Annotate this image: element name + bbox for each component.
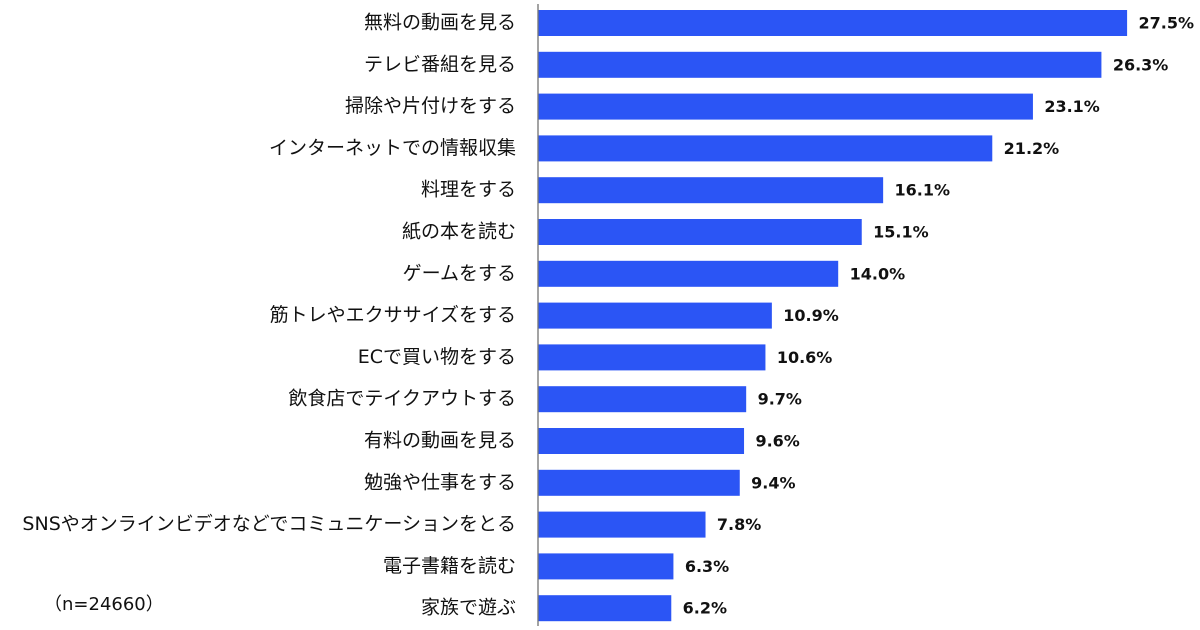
bar — [538, 553, 674, 580]
value-labels: 27.5% 26.3% 23.1% 21.2% 16.1% 15.1% 14.0% 10.9%… — [683, 14, 1194, 618]
bar — [538, 511, 706, 538]
category-label: インターネットでの情報収集 — [269, 137, 516, 159]
value-label: 7.8% — [717, 515, 761, 534]
value-label: 16.1% — [895, 181, 951, 200]
bar — [538, 386, 747, 413]
bar — [538, 595, 672, 622]
value-label: 26.3% — [1113, 55, 1169, 74]
value-label: 6.2% — [683, 599, 727, 618]
sample-size-note: （n=24660） — [44, 594, 164, 615]
category-label: 無料の動画を見る — [364, 12, 516, 34]
bar — [538, 93, 1033, 120]
bar — [538, 219, 862, 245]
bar — [538, 51, 1102, 78]
category-label: 家族で遊ぶ — [421, 597, 516, 619]
category-label: ECで買い物をする — [358, 346, 516, 368]
value-label: 9.4% — [751, 473, 795, 492]
value-label: 10.6% — [777, 348, 833, 367]
category-label: 飲食店でテイクアウトする — [288, 388, 516, 410]
value-label: 21.2% — [1004, 139, 1060, 158]
category-label: SNSやオンラインビデオなどでコミュニケーションをとる — [22, 513, 516, 535]
category-label: 紙の本を読む — [402, 221, 516, 243]
category-label: 勉強や仕事をする — [364, 471, 516, 493]
category-label: 掃除や片付けをする — [345, 95, 516, 117]
category-label: テレビ番組を見る — [364, 53, 516, 75]
value-label: 23.1% — [1044, 97, 1100, 116]
bar — [538, 344, 766, 371]
bar — [538, 469, 740, 496]
category-label: 料理をする — [421, 179, 516, 201]
category-label: 電子書籍を読む — [383, 555, 516, 577]
bar — [538, 428, 745, 454]
value-label: 9.6% — [755, 432, 799, 451]
bar — [538, 260, 839, 287]
bar — [538, 177, 884, 204]
category-labels: 無料の動画を見るテレビ番組を見る掃除や片付けをするインターネットでの情報収集料理… — [22, 12, 516, 619]
value-label: 27.5% — [1139, 14, 1195, 33]
bar — [538, 135, 993, 162]
value-label: 14.0% — [850, 264, 906, 283]
category-label: 有料の動画を見る — [364, 430, 516, 452]
category-label: 筋トレやエクササイズをする — [270, 304, 516, 326]
bar — [538, 10, 1128, 36]
value-label: 10.9% — [783, 306, 839, 325]
category-label: ゲームをする — [403, 262, 516, 284]
value-label: 9.7% — [758, 390, 802, 409]
value-label: 6.3% — [685, 557, 729, 576]
bar — [538, 302, 772, 329]
bars — [538, 10, 1128, 622]
value-label: 15.1% — [873, 223, 929, 242]
